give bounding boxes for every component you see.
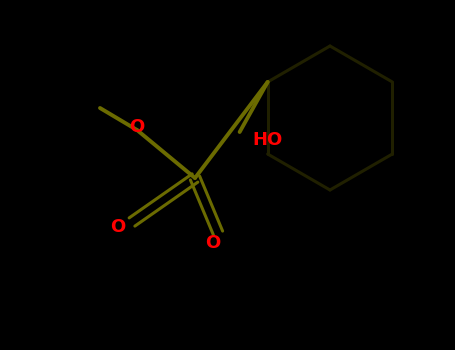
Text: O: O bbox=[129, 118, 145, 136]
Text: O: O bbox=[111, 218, 126, 236]
Text: O: O bbox=[205, 234, 221, 252]
Text: HO: HO bbox=[253, 131, 283, 149]
